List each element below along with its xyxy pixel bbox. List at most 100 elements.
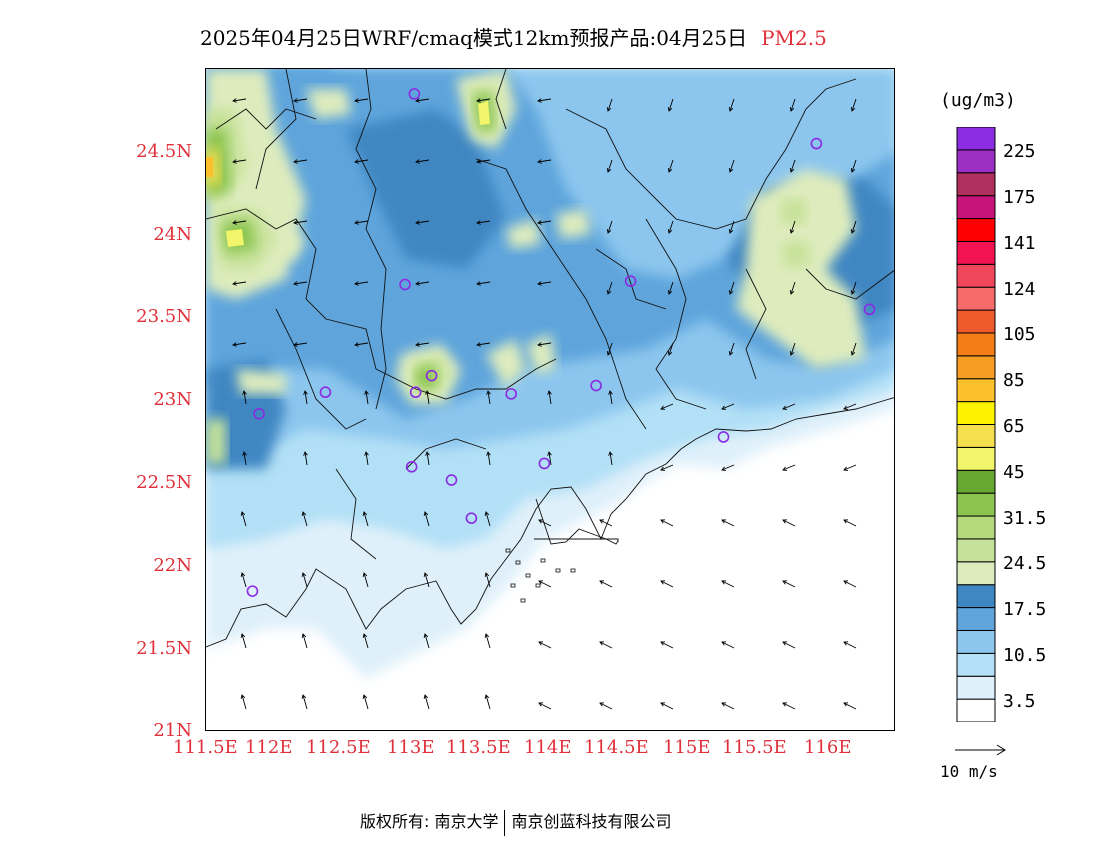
legend-swatch <box>956 127 996 151</box>
legend-swatch <box>956 195 996 220</box>
wind-arrow <box>241 694 247 710</box>
wind-arrow-head <box>415 98 420 103</box>
wind-arrow <box>729 220 735 234</box>
wind-arrow-head <box>599 702 605 707</box>
monitoring-stations <box>246 88 876 597</box>
wind-arrow-head <box>721 466 727 471</box>
wind-arrow <box>476 159 491 163</box>
wind-arrow-head <box>660 641 666 646</box>
station-marker <box>408 88 421 100</box>
legend-swatch <box>956 378 996 403</box>
wind-arrow <box>538 702 552 710</box>
legend-label: 45 <box>1003 462 1025 483</box>
wind-arrow-head <box>667 228 673 234</box>
wind-arrow <box>660 519 674 527</box>
wind-arrow <box>537 159 552 163</box>
wind-arrow <box>415 281 430 285</box>
wind-arrow-head <box>789 350 795 356</box>
wind-arrow <box>729 281 735 295</box>
wind-arrow-head <box>240 633 246 639</box>
wind-arrow-head <box>476 159 481 164</box>
station-marker <box>405 460 418 473</box>
station-marker <box>253 407 265 420</box>
legend-label: 31.5 <box>1003 508 1047 529</box>
wind-arrow <box>485 511 491 527</box>
wind-arrow-head <box>415 159 420 164</box>
legend-label: 175 <box>1003 187 1036 208</box>
wind-arrow-head <box>606 167 612 173</box>
station-marker <box>810 137 823 150</box>
legend-swatch <box>956 149 996 174</box>
wind-arrow <box>790 159 796 173</box>
wind-arrow <box>537 98 552 102</box>
wind-arrow <box>363 572 369 588</box>
wind-arrow-head <box>850 228 856 234</box>
wind-arrow <box>293 98 308 102</box>
wind-arrow-head <box>362 511 368 517</box>
lon-label: 112.5E <box>306 737 371 758</box>
wind-arrow-head <box>425 451 430 456</box>
wind-arrow <box>485 572 491 588</box>
wind-arrow <box>599 641 613 649</box>
wind-arrow <box>304 390 308 405</box>
wind-arrow-head <box>303 390 308 395</box>
legend-label: 3.5 <box>1003 691 1036 712</box>
wind-arrow <box>660 580 674 588</box>
wind-arrow <box>729 342 735 356</box>
legend-swatch <box>956 263 996 288</box>
legend-label: 10.5 <box>1003 645 1047 666</box>
wind-arrow-head <box>364 390 369 395</box>
wind-arrow <box>363 511 369 527</box>
map-canvas <box>206 69 894 730</box>
wind-arrow <box>293 159 308 163</box>
wind-arrow <box>782 580 796 588</box>
wind-arrow-head <box>484 572 490 578</box>
boundary-line <box>805 268 894 300</box>
wind-reference-arrow-icon <box>955 744 1006 756</box>
wind-arrow <box>843 702 857 710</box>
wind-arrow-head <box>547 390 552 395</box>
lon-label: 114E <box>524 737 572 758</box>
station-marker <box>717 431 730 443</box>
wind-arrow-head <box>843 519 849 524</box>
wind-arrow-head <box>415 220 420 225</box>
wind-arrow <box>485 694 491 710</box>
wind-arrow-head <box>537 98 542 103</box>
wind-arrow <box>721 403 735 410</box>
wind-arrow <box>424 694 430 710</box>
boundary-line <box>405 438 487 470</box>
wind-arrow-head <box>667 106 673 112</box>
wind-arrow-head <box>301 511 307 517</box>
wind-arrow-head <box>242 451 247 456</box>
footer-divider <box>504 809 506 836</box>
wind-arrow <box>487 390 491 405</box>
wind-arrow <box>843 464 857 471</box>
wind-arrow <box>354 220 369 224</box>
wind-arrow <box>415 342 430 346</box>
wind-arrow-head <box>476 98 481 103</box>
legend-swatch <box>956 355 996 380</box>
wind-arrow-head <box>293 220 298 225</box>
lon-label: 116E <box>804 737 852 758</box>
lat-label: 24N <box>153 224 192 245</box>
wind-arrow-head <box>606 289 612 295</box>
wind-arrow-head <box>850 289 856 295</box>
legend-swatch <box>956 561 996 586</box>
wind-arrow-head <box>362 694 368 700</box>
wind-arrow <box>241 633 247 649</box>
wind-arrow <box>243 390 247 405</box>
wind-arrow <box>426 451 430 466</box>
wind-arrow-head <box>423 511 429 517</box>
wind-arrow <box>354 98 369 102</box>
wind-arrow-head <box>240 511 246 517</box>
legend-swatch <box>956 401 996 426</box>
wind-arrow-head <box>423 694 429 700</box>
lon-label: 114.5E <box>584 737 649 758</box>
station-marker <box>319 386 332 399</box>
legend-label: 124 <box>1003 279 1036 300</box>
legend-swatch <box>956 492 996 517</box>
color-legend-bar <box>956 127 996 722</box>
wind-arrow-head <box>606 350 612 356</box>
wind-arrow-head <box>850 350 856 356</box>
legend-swatch <box>956 538 996 563</box>
